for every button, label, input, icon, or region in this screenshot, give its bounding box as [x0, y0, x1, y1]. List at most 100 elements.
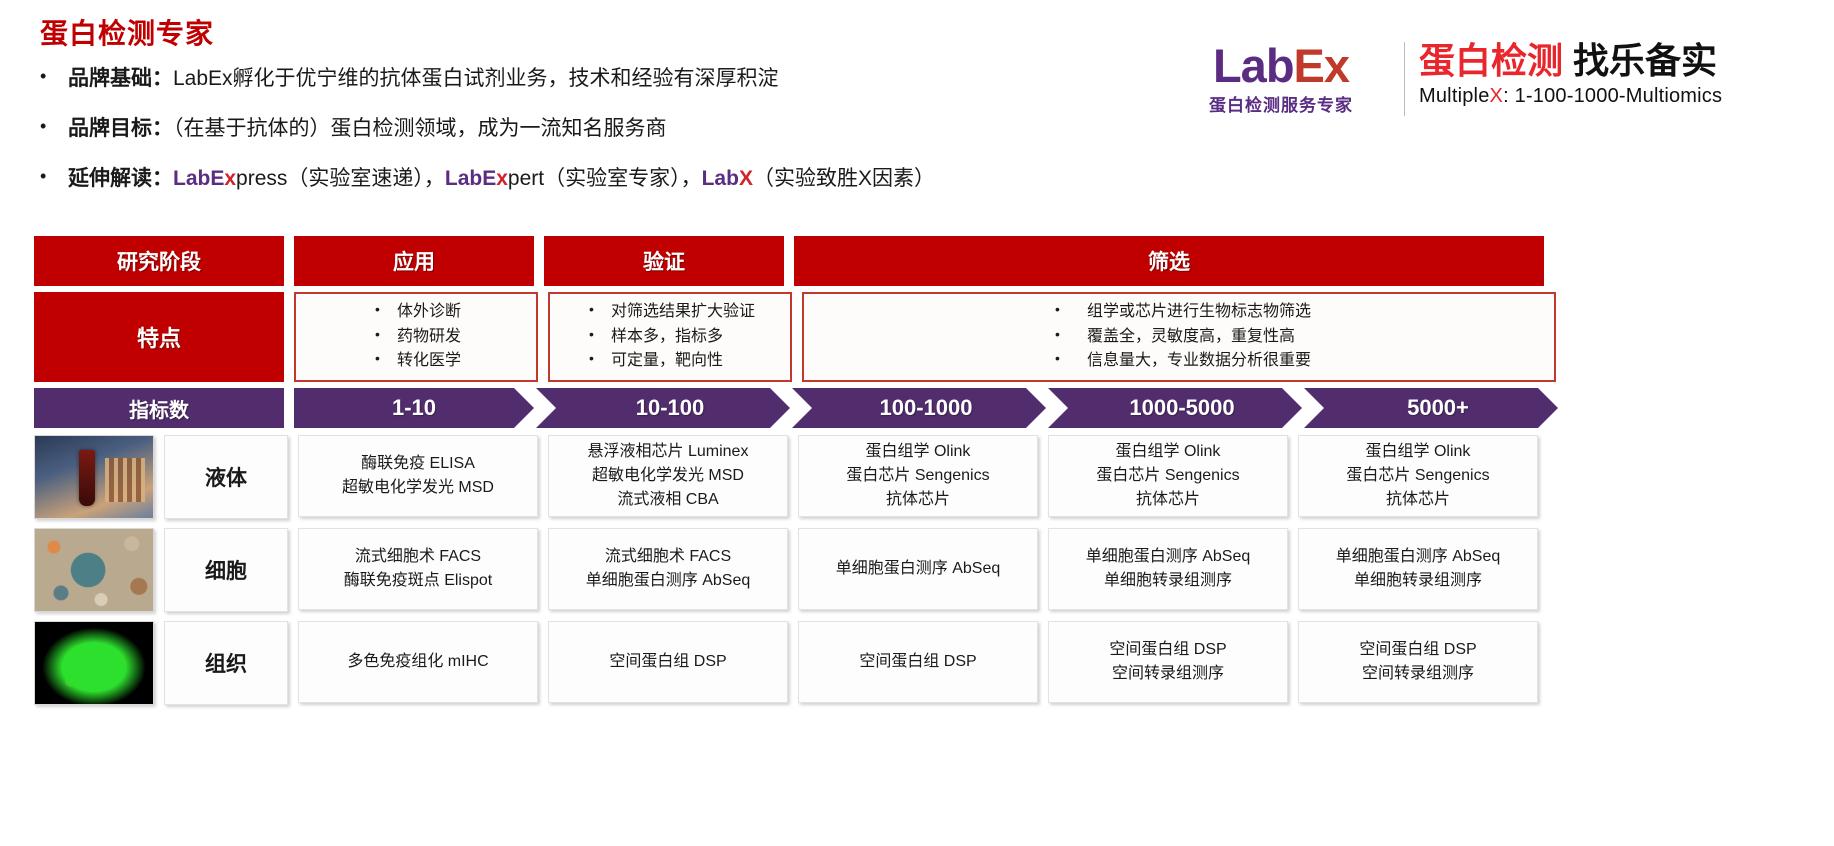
list-item: 样本多，指标多 — [585, 324, 755, 350]
bullet-item-brand-goal: • 品牌目标：（在基于抗体的）蛋白检测领域，成为一流知名服务商 — [40, 112, 1160, 142]
labex-wordmark: LabEx — [1172, 42, 1390, 89]
matrix-cell: 空间蛋白组 DSP — [548, 621, 788, 703]
brand-logo-block: LabEx 蛋白检测服务专家 蛋白检测 找乐备实 MultipleX: 1-10… — [1172, 42, 1802, 128]
cell-line: 酶联免疫 ELISA — [361, 455, 475, 472]
brand-subtagline-prefix: Multiple — [1419, 84, 1490, 107]
cell-line: 蛋白组学 Olink — [865, 443, 971, 460]
index-range-5000-plus: 5000+ — [1304, 388, 1558, 428]
cell-line: 超敏电化学发光 MSD — [341, 479, 494, 496]
cell-line: 单细胞蛋白测序 AbSeq — [835, 560, 1001, 577]
feature-row-label: 特点 — [34, 292, 284, 382]
spacer — [1288, 621, 1298, 705]
spacer — [288, 435, 298, 519]
index-range-100-1000: 100-1000 — [792, 388, 1046, 428]
spacer — [788, 621, 798, 705]
spacer — [284, 388, 294, 428]
brand-subtagline: MultipleX: 1-100-1000-Multiomics — [1419, 85, 1722, 108]
bullet-separator: ： — [152, 117, 173, 140]
matrix-cell: 酶联免疫 ELISA 超敏电化学发光 MSD — [298, 435, 538, 517]
cell-line: 流式细胞术 FACS — [354, 548, 482, 565]
index-row-label: 指标数 — [34, 388, 284, 428]
spacer — [784, 236, 794, 286]
brand-subtagline-suffix: : 1-100-1000-Multiomics — [1503, 84, 1723, 107]
brand-subtagline-x: X — [1489, 84, 1504, 107]
list-item: 转化医学 — [371, 348, 461, 374]
matrix-cell: 蛋白组学 Olink 蛋白芯片 Sengenics 抗体芯片 — [1298, 435, 1538, 517]
cell-line: 流式细胞术 FACS — [604, 548, 732, 565]
cell-line: 抗体芯片 — [1135, 491, 1200, 508]
spacer — [154, 621, 164, 705]
matrix-cell: 空间蛋白组 DSP — [798, 621, 1038, 703]
matrix-cell: 悬浮液相芯片 Luminex 超敏电化学发光 MSD 流式液相 CBA — [548, 435, 788, 517]
brand-labexpert-rest: pert — [507, 167, 545, 190]
bullet-text: LabEx孵化于优宁维的抗体蛋白试剂业务，技术和经验有深厚积淀 — [173, 67, 779, 90]
cell-line: 单细胞蛋白测序 AbSeq — [1085, 548, 1251, 565]
cell-line: 蛋白组学 Olink — [1365, 443, 1471, 460]
labex-logo-subtitle: 蛋白检测服务专家 — [1209, 95, 1353, 115]
table-row: 液体 酶联免疫 ELISA 超敏电化学发光 MSD 悬浮液相芯片 Luminex 超敏电… — [34, 435, 1800, 519]
cell-line: 悬浮液相芯片 Luminex — [587, 443, 749, 460]
spacer — [792, 292, 802, 382]
sample-type-label: 组织 — [164, 621, 288, 705]
cell-line: 抗体芯片 — [1385, 491, 1450, 508]
brand-tagline-black: 找乐备实 — [1573, 40, 1718, 81]
spacer — [534, 236, 544, 286]
list-item: 覆盖全，灵敏度高，重复性高 — [1047, 324, 1311, 350]
list-item: 对筛选结果扩大验证 — [585, 299, 755, 325]
spacer — [154, 528, 164, 612]
index-range-1000-5000: 1000-5000 — [1048, 388, 1302, 428]
brand-labx-note: （实验致胜X因素） — [752, 167, 935, 190]
header-bullet-list: • 品牌基础：LabEx孵化于优宁维的抗体蛋白试剂业务，技术和经验有深厚积淀 •… — [40, 62, 1160, 212]
feature-cell-validation: 对筛选结果扩大验证 样本多，指标多 可定量，靶向性 — [548, 292, 792, 382]
blood-tubes-photo-thumbnail-icon — [34, 435, 154, 519]
matrix-cell: 单细胞蛋白测序 AbSeq 单细胞转录组测序 — [1298, 528, 1538, 610]
spacer — [154, 435, 164, 519]
matrix-cell: 流式细胞术 FACS 酶联免疫斑点 Elispot — [298, 528, 538, 610]
bullet-label: 延伸解读 — [68, 167, 152, 190]
spacer — [1038, 528, 1048, 612]
cell-line: 抗体芯片 — [885, 491, 950, 508]
spacer — [288, 528, 298, 612]
stage-validation: 验证 — [544, 236, 784, 286]
labex-wordmark-lab: Lab — [1212, 39, 1295, 92]
cell-line: 多色免疫组化 mIHC — [347, 653, 489, 670]
list-item: 体外诊断 — [371, 299, 461, 325]
bullet-item-brand-basis: • 品牌基础：LabEx孵化于优宁维的抗体蛋白试剂业务，技术和经验有深厚积淀 — [40, 62, 1160, 92]
tissue-imaging-photo-thumbnail-icon — [34, 621, 154, 705]
bullet-label: 品牌基础 — [68, 67, 152, 90]
cell-line: 单细胞蛋白测序 AbSeq — [1335, 548, 1501, 565]
cell-line: 空间蛋白组 DSP — [609, 653, 727, 670]
cell-line: 蛋白芯片 Sengenics — [1096, 467, 1240, 484]
matrix-cell: 多色免疫组化 mIHC — [298, 621, 538, 703]
bullet-separator: ： — [152, 67, 173, 90]
brand-labexpress-rest: press — [236, 167, 288, 190]
labex-wordmark-ex: Ex — [1293, 39, 1350, 92]
matrix-cell: 单细胞蛋白测序 AbSeq 单细胞转录组测序 — [1048, 528, 1288, 610]
cell-line: 蛋白芯片 Sengenics — [846, 467, 990, 484]
bullet-item-extended-meaning: • 延伸解读：LabExpress（实验室速递），LabExpert（实验室专家… — [40, 162, 1160, 192]
index-range-10-100: 10-100 — [536, 388, 790, 428]
cell-line: 空间蛋白组 DSP — [859, 653, 977, 670]
spacer — [788, 435, 798, 519]
stage-application: 应用 — [294, 236, 534, 286]
cell-line: 蛋白组学 Olink — [1115, 443, 1221, 460]
feature-row: 特点 体外诊断 药物研发 转化医学 对筛选结果扩大验证 样本多，指标多 可定量，… — [34, 292, 1800, 382]
bullet-label: 品牌目标 — [68, 117, 152, 140]
bullet-dot-icon: • — [40, 116, 47, 136]
brand-tagline: 蛋白检测 找乐备实 — [1419, 42, 1722, 80]
feature-cell-application: 体外诊断 药物研发 转化医学 — [294, 292, 538, 382]
cell-line: 单细胞转录组测序 — [1103, 572, 1232, 589]
spacer — [538, 435, 548, 519]
brand-tagline-red: 蛋白检测 — [1419, 40, 1564, 81]
spacer — [1038, 621, 1048, 705]
spacer — [788, 528, 798, 612]
sample-type-label: 细胞 — [164, 528, 288, 612]
cell-line: 蛋白芯片 Sengenics — [1346, 467, 1490, 484]
spacer — [538, 292, 548, 382]
brand-labx-purple: Lab — [701, 167, 739, 190]
cell-line: 空间蛋白组 DSP — [1359, 641, 1477, 658]
brand-labx-red: X — [738, 167, 753, 190]
table-row: 组织 多色免疫组化 mIHC 空间蛋白组 DSP 空间蛋白组 DSP 空间蛋白组 DSP… — [34, 621, 1800, 705]
index-range-1-10: 1-10 — [294, 388, 534, 428]
brand-tagline-block: 蛋白检测 找乐备实 MultipleX: 1-100-1000-Multiomi… — [1419, 42, 1722, 108]
